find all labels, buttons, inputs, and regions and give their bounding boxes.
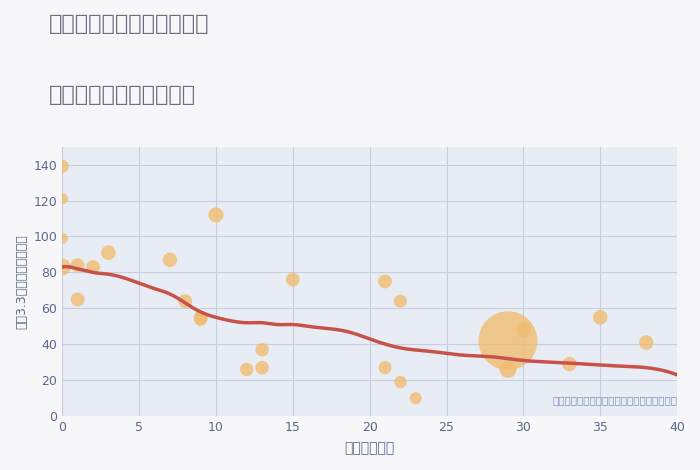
Point bbox=[287, 276, 298, 283]
Point bbox=[395, 298, 406, 305]
Point bbox=[395, 378, 406, 386]
Point bbox=[503, 366, 514, 373]
Point bbox=[379, 364, 391, 371]
Point bbox=[72, 261, 83, 269]
Point bbox=[256, 346, 267, 353]
Point bbox=[211, 211, 222, 219]
Point bbox=[57, 163, 68, 170]
Point bbox=[57, 195, 68, 203]
Point bbox=[88, 263, 99, 271]
Point bbox=[256, 364, 267, 371]
Point bbox=[594, 313, 606, 321]
Point bbox=[195, 315, 206, 323]
Text: 兵庫県姫路市夢前町糸田の: 兵庫県姫路市夢前町糸田の bbox=[49, 14, 209, 34]
X-axis label: 築年数（年）: 築年数（年） bbox=[344, 441, 395, 455]
Point bbox=[72, 296, 83, 303]
Point bbox=[379, 278, 391, 285]
Point bbox=[241, 366, 252, 373]
Point bbox=[410, 394, 421, 402]
Text: 築年数別中古戸建て価格: 築年数別中古戸建て価格 bbox=[49, 85, 196, 105]
Text: 円の大きさは、取引のあった物件面積を示す: 円の大きさは、取引のあった物件面積を示す bbox=[552, 395, 677, 406]
Point bbox=[103, 249, 114, 257]
Point bbox=[564, 360, 575, 368]
Point bbox=[57, 235, 68, 242]
Point bbox=[57, 263, 68, 271]
Point bbox=[195, 313, 206, 321]
Point bbox=[503, 337, 514, 345]
Point bbox=[180, 298, 191, 305]
Point bbox=[518, 326, 529, 334]
Y-axis label: 坪（3.3㎡）単価（万円）: 坪（3.3㎡）単価（万円） bbox=[15, 234, 28, 329]
Point bbox=[164, 256, 176, 264]
Point bbox=[640, 339, 652, 346]
